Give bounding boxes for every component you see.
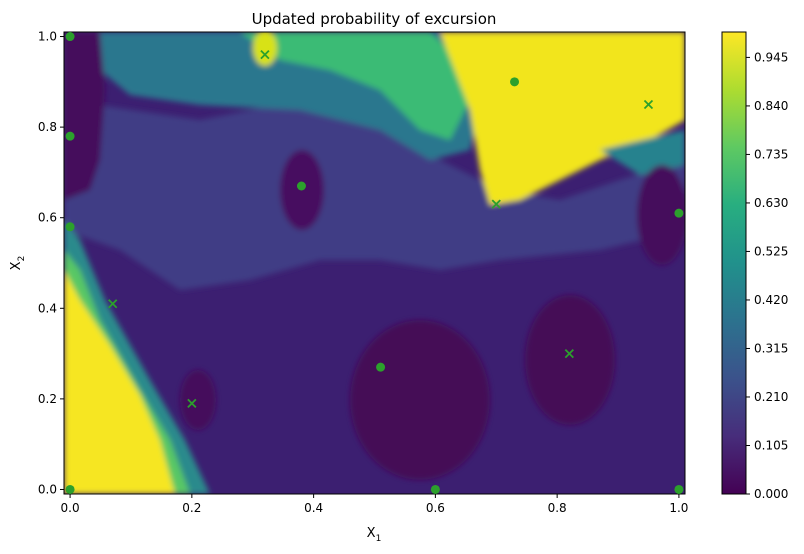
y-tick-label: 0.8 xyxy=(38,120,57,134)
new-point-x-marker xyxy=(187,398,197,409)
observed-point xyxy=(674,208,684,218)
x-axis-label-sub: 1 xyxy=(376,534,382,544)
colorbar-tick-label: 0.945 xyxy=(754,50,788,64)
plot-frame xyxy=(63,31,686,495)
colorbar-ticks: 0.000 0.105 0.210 0.315 0.420 0.525 0.630 0.735… xyxy=(746,50,788,501)
observed-point xyxy=(510,77,520,87)
heatmap-region-right-teal xyxy=(600,130,685,175)
observed-point xyxy=(65,484,75,494)
heatmap-region-bottom-left-yellow xyxy=(64,270,175,494)
x-tick-label: 0.0 xyxy=(61,501,80,515)
colorbar-tick-label: 0.420 xyxy=(754,293,788,307)
colorbar: 0.000 0.105 0.210 0.315 0.420 0.525 0.630 0.735… xyxy=(721,31,788,501)
plot-area xyxy=(63,31,686,495)
heatmap-region-blue-band xyxy=(64,100,685,290)
heatmap-dark-spot-3 xyxy=(525,295,615,425)
chart-title: Updated probability of excursion xyxy=(252,10,497,28)
new-point-x-marker xyxy=(260,50,270,60)
observed-point xyxy=(65,131,75,141)
heatmap-blob-top-marker xyxy=(253,32,277,66)
new-point-x-marker xyxy=(643,99,654,110)
new-point-x-marker xyxy=(491,199,501,209)
observed-point xyxy=(430,484,440,494)
colorbar-tick-label: 0.105 xyxy=(754,438,788,452)
y-tick-label: 0.0 xyxy=(38,482,57,496)
colorbar-tick-label: 0.840 xyxy=(754,99,788,113)
observed-point xyxy=(376,362,386,372)
colorbar-gradient xyxy=(721,31,747,495)
x-tick-label: 0.2 xyxy=(182,501,201,515)
y-tick-label: 1.0 xyxy=(38,30,57,44)
new-point-x-marker xyxy=(564,348,574,359)
heatmap-dark-spot-4 xyxy=(350,320,490,480)
y-axis: 0.0 0.2 0.4 0.6 0.8 1.0 xyxy=(38,30,64,496)
colorbar-tick-label: 0.000 xyxy=(754,487,788,501)
y-tick-label: 0.6 xyxy=(38,211,57,225)
observed-point xyxy=(65,222,75,232)
observed-point xyxy=(296,181,306,191)
y-tick-label: 0.4 xyxy=(38,301,57,315)
colorbar-tick-label: 0.315 xyxy=(754,341,788,355)
x-tick-label: 0.6 xyxy=(426,501,445,515)
x-axis-label-base: X xyxy=(367,526,376,541)
observed-point xyxy=(65,32,75,42)
heatmap-dark-spot-2 xyxy=(637,165,685,265)
y-tick-label: 0.2 xyxy=(38,392,57,406)
colorbar-tick-label: 0.210 xyxy=(754,390,788,404)
heatmap-region-left-dark xyxy=(64,32,105,200)
colorbar-tick-label: 0.630 xyxy=(754,196,788,210)
y-axis-label-sub: 2 xyxy=(17,256,27,262)
y-axis-label: X2 xyxy=(9,256,27,271)
x-tick-label: 0.4 xyxy=(304,501,323,515)
colorbar-tick-label: 0.525 xyxy=(754,244,788,258)
colorbar-tick-label: 0.735 xyxy=(754,147,788,161)
heatmap-region-top-green xyxy=(240,32,470,140)
x-tick-label: 0.8 xyxy=(548,501,567,515)
heatmap-dark-spot-5 xyxy=(180,370,216,430)
new-point-x-marker xyxy=(108,299,118,309)
markers-layer xyxy=(65,32,684,494)
observed-point xyxy=(674,484,684,494)
y-axis-label-base: X xyxy=(9,261,24,270)
x-axis-label: X1 xyxy=(367,526,382,544)
heatmap-region-top-right-yellow xyxy=(440,32,685,205)
x-tick-label: 1.0 xyxy=(669,501,688,515)
x-axis: 0.0 0.2 0.4 0.6 0.8 1.0 xyxy=(61,494,688,515)
